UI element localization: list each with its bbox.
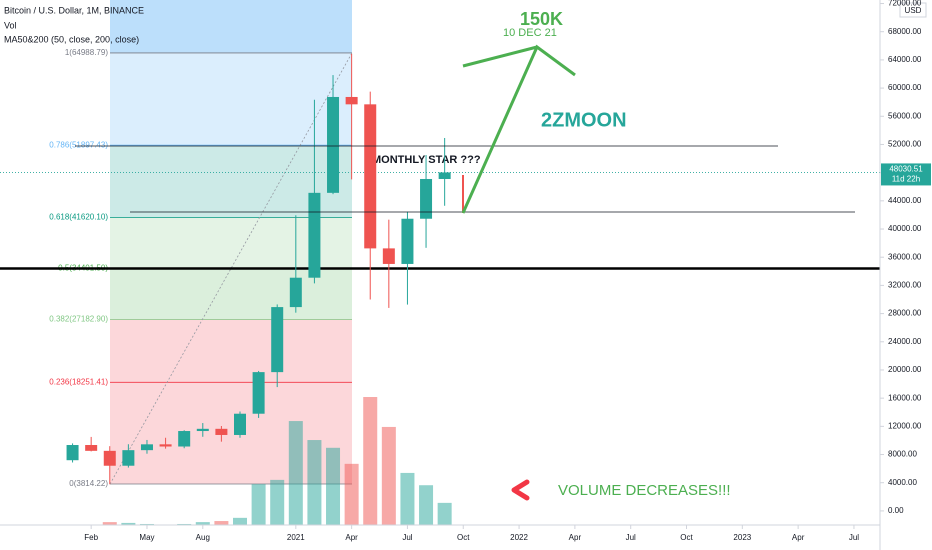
y-tick-label: 28000.00 xyxy=(888,309,922,318)
axis-unit: USD xyxy=(905,6,922,15)
fib-zone xyxy=(110,319,352,383)
candle-body xyxy=(308,192,321,278)
annotation-moon: 2ZMOON xyxy=(541,109,627,131)
candle-body xyxy=(345,96,358,105)
candle-body xyxy=(66,445,79,461)
y-tick-label: 12000.00 xyxy=(888,421,922,430)
y-tick-label: 68000.00 xyxy=(888,27,922,36)
volume-bar xyxy=(419,485,434,528)
volume-bar xyxy=(307,440,322,528)
fib-zone xyxy=(110,52,352,146)
volume-bar xyxy=(326,447,341,528)
fib-label: 0.382(27182.90) xyxy=(49,314,108,323)
candle-body xyxy=(140,444,153,451)
volume-bar xyxy=(270,479,285,528)
y-tick-label: 32000.00 xyxy=(888,281,922,290)
red-arrow xyxy=(511,479,530,501)
x-tick-label: Feb xyxy=(84,533,98,542)
y-tick-label: 8000.00 xyxy=(888,450,917,459)
volume-bar xyxy=(233,517,247,528)
candle-body xyxy=(85,445,98,451)
x-tick-label: Apr xyxy=(792,533,805,542)
candle-body xyxy=(215,428,228,435)
y-tick-label: 60000.00 xyxy=(888,83,922,92)
candle-body xyxy=(234,413,246,435)
x-tick-label: Aug xyxy=(196,533,210,542)
overlay-layer: 150K 10 DEC 21 2ZMOON VOLUME DECREASES!!… xyxy=(4,5,855,501)
volume-bar xyxy=(381,426,396,528)
volume-label: Vol xyxy=(4,20,17,30)
candle-body xyxy=(196,428,209,432)
projection-arrow xyxy=(462,45,538,68)
volume-bar xyxy=(437,502,452,528)
fib-top-zone xyxy=(110,0,352,53)
x-tick-label: Apr xyxy=(569,533,582,542)
x-tick-label: Jul xyxy=(402,533,412,542)
fib-label: 0.618(41620.10) xyxy=(49,213,108,222)
candle-body xyxy=(103,450,116,466)
x-tick-label: 2021 xyxy=(287,533,305,542)
x-tick-label: May xyxy=(139,533,154,542)
price-axis-panel xyxy=(880,0,932,550)
x-tick-label: 2023 xyxy=(733,533,751,542)
chart-title: Bitcoin / U.S. Dollar, 1M, BINANCE xyxy=(4,5,144,15)
price-tag-value: 48030.51 xyxy=(889,165,923,174)
candle-body xyxy=(420,178,433,219)
y-tick-label: 44000.00 xyxy=(888,196,922,205)
candle-body xyxy=(178,431,191,447)
volume-layer xyxy=(65,397,452,528)
fib-label: 1(64988.79) xyxy=(65,48,108,57)
y-tick-label: 24000.00 xyxy=(888,337,922,346)
candle-body xyxy=(252,372,265,414)
fib-label: 0.786(51897.43) xyxy=(49,140,108,149)
candle-body xyxy=(327,96,340,193)
x-tick-label: 2022 xyxy=(510,533,528,542)
candle-body xyxy=(401,218,414,264)
y-tick-label: 0.00 xyxy=(888,506,904,515)
time-axis-panel xyxy=(0,525,880,550)
volume-bar xyxy=(363,397,378,528)
annotation-volume: VOLUME DECREASES!!! xyxy=(558,482,731,499)
y-tick-label: 16000.00 xyxy=(888,393,922,402)
price-tag xyxy=(881,163,931,186)
unit-box xyxy=(899,2,927,18)
axis-labels: USD 0.00 4000.00 8000.00 12000.00 16000.00 20… xyxy=(84,0,931,542)
volume-bar xyxy=(344,463,359,528)
x-tick-label: Jul xyxy=(626,533,636,542)
candle-body xyxy=(271,307,284,373)
annotation-date: 10 DEC 21 xyxy=(503,27,557,39)
y-tick-label: 52000.00 xyxy=(888,140,922,149)
candle-body xyxy=(122,450,135,466)
x-tick-label: Jul xyxy=(849,533,859,542)
y-tick-label: 72000.00 xyxy=(888,0,922,8)
y-tick-label: 4000.00 xyxy=(888,478,917,487)
annotation-target: 150K xyxy=(520,9,563,29)
y-tick-label: 64000.00 xyxy=(888,55,922,64)
y-tick-label: 36000.00 xyxy=(888,252,922,261)
x-tick-label: Oct xyxy=(457,533,470,542)
candle-body xyxy=(289,277,302,308)
countdown: 11d 22h xyxy=(892,175,920,184)
candle-body xyxy=(438,172,451,179)
x-tick-label: Apr xyxy=(345,533,358,542)
volume-bar xyxy=(400,472,415,528)
candle-body xyxy=(159,444,172,447)
fib-label: 0(3814.22) xyxy=(69,479,108,488)
x-tick-label: Oct xyxy=(680,533,693,542)
fib-label: 0.236(18251.41) xyxy=(49,377,108,386)
volume-bar xyxy=(288,421,303,528)
volume-bar xyxy=(251,484,266,528)
y-tick-label: 40000.00 xyxy=(888,224,922,233)
candle-body xyxy=(364,104,377,249)
indicator-label: MA50&200 (50, close, 200, close) xyxy=(4,34,139,44)
candle-body xyxy=(382,248,395,264)
y-tick-label: 56000.00 xyxy=(888,111,922,120)
y-tick-label: 20000.00 xyxy=(888,365,922,374)
